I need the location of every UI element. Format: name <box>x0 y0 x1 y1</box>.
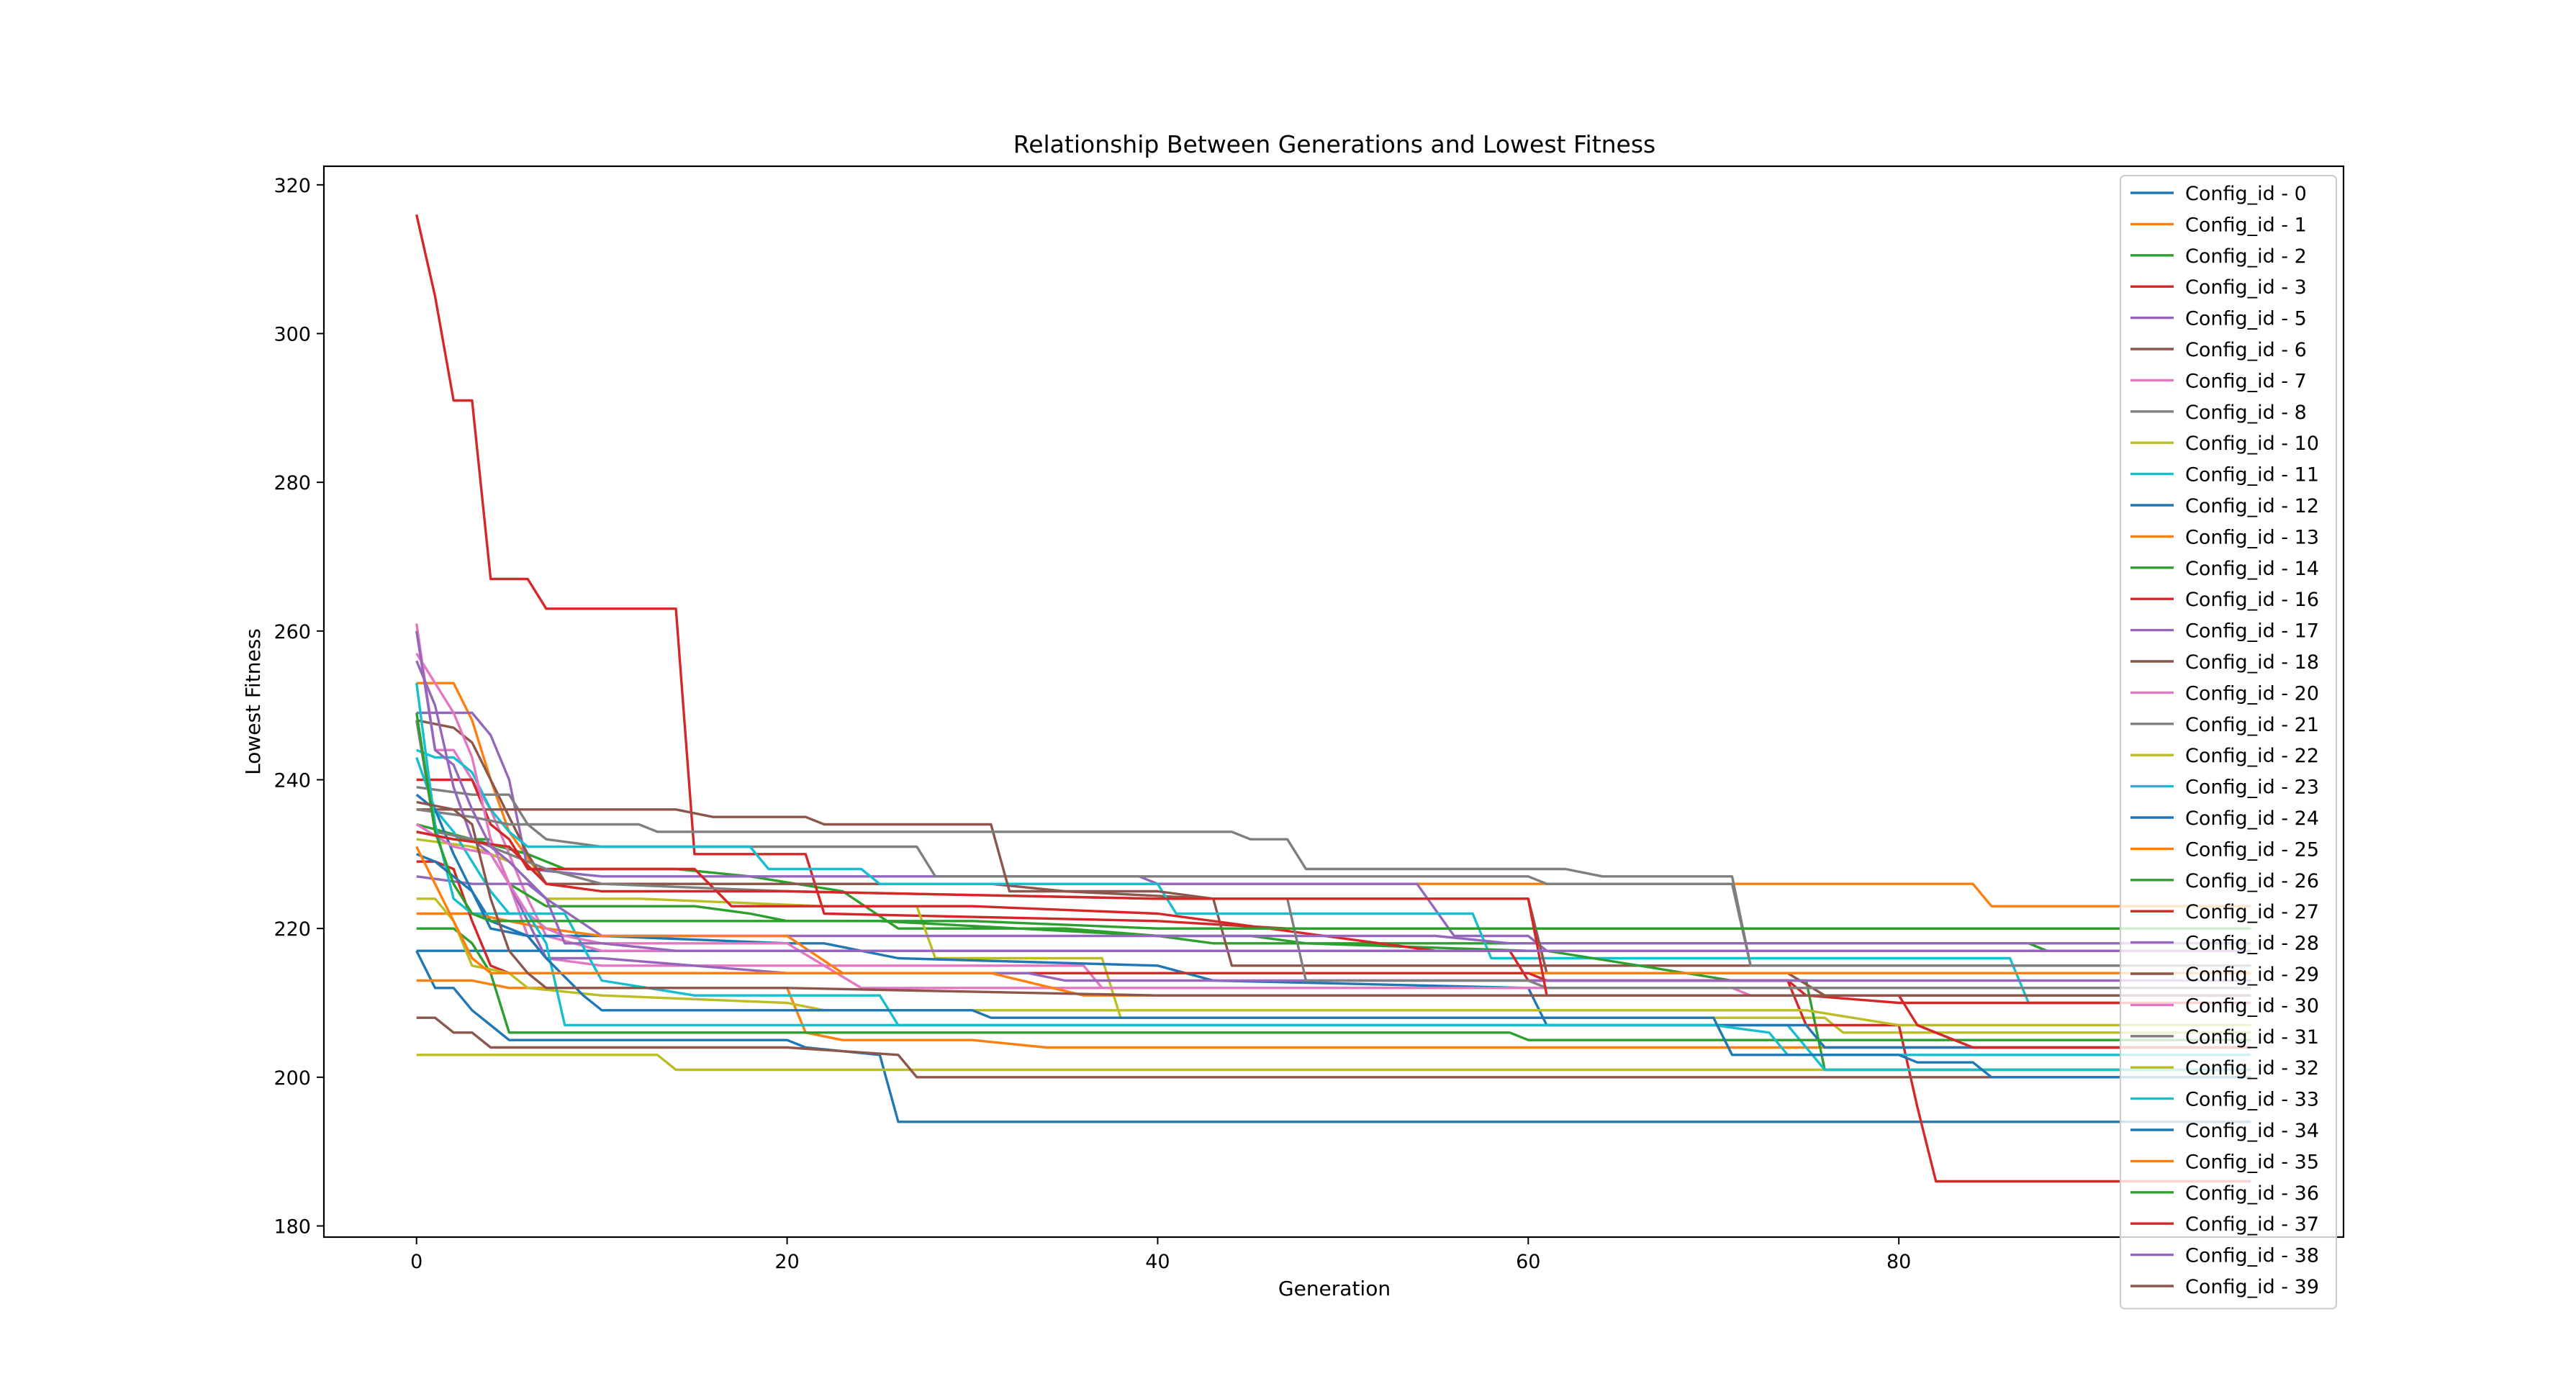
legend-label-6: Config_id - 7 <box>2185 370 2307 392</box>
series-line-7 <box>416 786 2251 967</box>
y-axis: 180 200 220 240 260 280 300 320 <box>274 175 324 1239</box>
series-line-17 <box>416 808 2251 967</box>
series-line-10 <box>415 950 2251 1123</box>
x-tick-label-4: 80 <box>1886 1251 1911 1273</box>
series-line-29 <box>415 682 2251 1056</box>
series-line-5 <box>416 719 2251 967</box>
legend-label-0: Config_id - 0 <box>2185 183 2307 205</box>
series-line-30 <box>416 853 2251 1079</box>
series-line-34 <box>415 630 2251 952</box>
plot-frame <box>322 165 2345 1239</box>
legend-label-23: Config_id - 27 <box>2185 901 2319 923</box>
y-tick-label-5: 280 <box>274 472 311 494</box>
legend-label-21: Config_id - 25 <box>2185 838 2319 861</box>
legend-label-2: Config_id - 2 <box>2185 245 2307 268</box>
chart-title: Relationship Between Generations and Low… <box>1013 130 1656 158</box>
y-tick-label-0: 180 <box>274 1216 311 1239</box>
legend-label-24: Config_id - 28 <box>2185 933 2319 955</box>
legend-label-28: Config_id - 32 <box>2185 1057 2319 1079</box>
x-tick-label-2: 40 <box>1145 1251 1170 1273</box>
legend-label-12: Config_id - 14 <box>2185 558 2319 580</box>
legend-box <box>2120 175 2337 1310</box>
x-tick-label-1: 20 <box>774 1251 799 1273</box>
legend-label-25: Config_id - 29 <box>2185 964 2319 986</box>
legend-label-8: Config_id - 10 <box>2185 433 2319 455</box>
legend-label-1: Config_id - 1 <box>2185 214 2307 236</box>
x-tick-label-0: 0 <box>410 1251 422 1273</box>
legend-label-10: Config_id - 12 <box>2185 495 2319 517</box>
legend-label-9: Config_id - 11 <box>2185 464 2319 486</box>
legend-label-17: Config_id - 21 <box>2185 714 2319 736</box>
series-line-26 <box>415 823 2251 990</box>
series-line-24 <box>415 660 2251 982</box>
y-tick-label-2: 220 <box>274 918 311 941</box>
x-axis: 0 20 40 60 80 <box>410 1237 1911 1273</box>
y-axis-label: Lowest Fitness <box>241 628 265 775</box>
y-tick-label-6: 300 <box>274 324 311 346</box>
legend-label-32: Config_id - 36 <box>2185 1182 2319 1205</box>
legend-label-30: Config_id - 34 <box>2185 1120 2319 1142</box>
plot-lines <box>415 214 2251 1183</box>
legend-label-5: Config_id - 6 <box>2185 339 2307 361</box>
series-line-35 <box>416 800 2251 997</box>
y-tick-label-3: 240 <box>274 770 311 792</box>
legend-label-3: Config_id - 3 <box>2185 276 2307 299</box>
legend-label-4: Config_id - 5 <box>2185 308 2307 330</box>
legend-label-11: Config_id - 13 <box>2185 526 2319 548</box>
legend-label-26: Config_id - 30 <box>2185 995 2319 1017</box>
series-line-9 <box>416 748 2251 1005</box>
legend-label-27: Config_id - 31 <box>2185 1026 2319 1049</box>
legend-label-34: Config_id - 38 <box>2185 1245 2319 1267</box>
legend-label-31: Config_id - 35 <box>2185 1151 2319 1173</box>
legend-label-19: Config_id - 23 <box>2185 777 2319 799</box>
legend: Config_id - 0 Config_id - 1 Config_id - 2 C… <box>2120 175 2337 1310</box>
legend-label-35: Config_id - 39 <box>2185 1276 2319 1298</box>
legend-label-20: Config_id - 24 <box>2185 807 2319 830</box>
series-line-22 <box>416 927 2251 1041</box>
series-line-18 <box>416 1054 2251 1072</box>
series-line-25 <box>416 1016 2251 1079</box>
legend-label-7: Config_id - 8 <box>2185 402 2307 424</box>
legend-label-33: Config_id - 37 <box>2185 1213 2319 1236</box>
legend-label-18: Config_id - 22 <box>2185 745 2319 767</box>
legend-label-22: Config_id - 26 <box>2185 870 2319 892</box>
legend-label-15: Config_id - 18 <box>2185 651 2319 674</box>
series-line-33 <box>416 830 2251 1049</box>
legend-label-14: Config_id - 17 <box>2185 620 2319 643</box>
legend-label-29: Config_id - 33 <box>2185 1089 2319 1111</box>
x-tick-label-3: 60 <box>1516 1251 1540 1273</box>
series-line-32 <box>415 712 2251 930</box>
legend-label-16: Config_id - 20 <box>2185 682 2319 705</box>
y-tick-label-1: 200 <box>274 1067 311 1090</box>
y-tick-label-4: 260 <box>274 621 311 643</box>
y-tick-label-7: 320 <box>274 175 311 197</box>
legend-label-13: Config_id - 16 <box>2185 589 2319 611</box>
x-axis-label: Generation <box>1278 1277 1391 1300</box>
